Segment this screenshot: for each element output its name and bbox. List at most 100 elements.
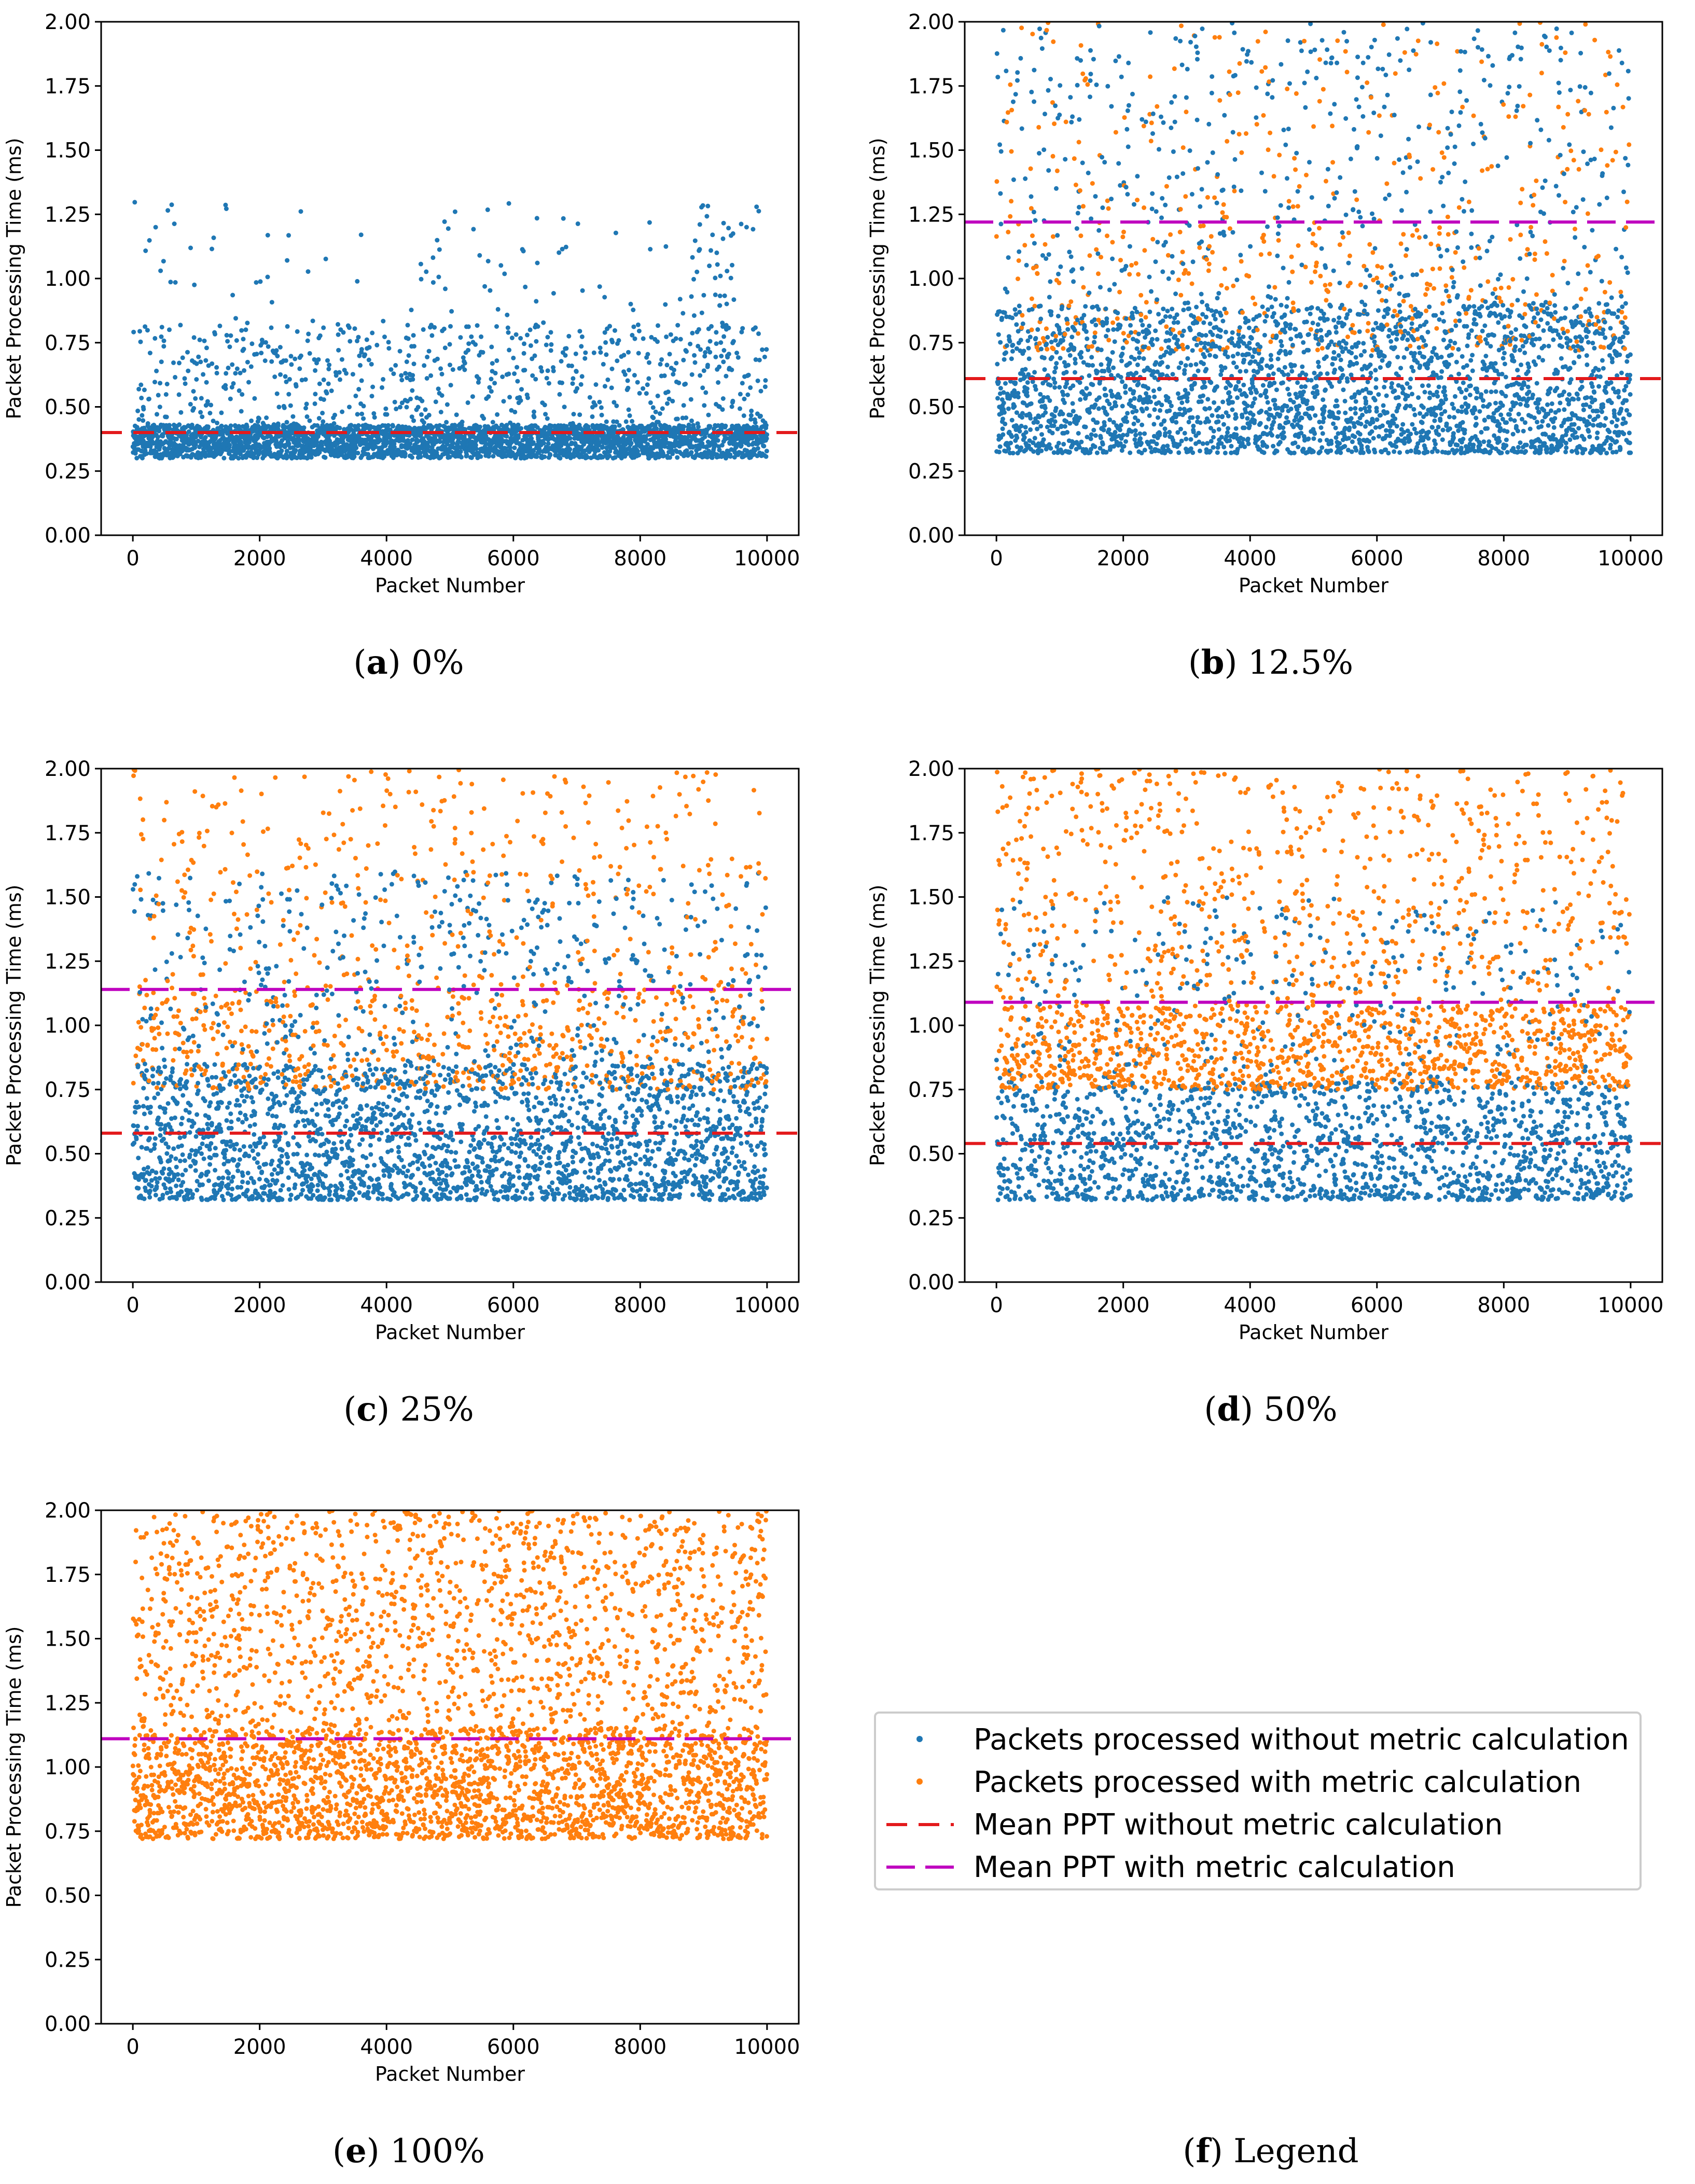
- data-point: [1120, 379, 1125, 384]
- data-point: [1067, 450, 1072, 455]
- data-point: [1006, 406, 1011, 411]
- data-point: [1104, 316, 1109, 321]
- data-point: [1153, 259, 1158, 265]
- data-point: [1163, 202, 1168, 207]
- data-point: [167, 327, 172, 332]
- data-point: [1079, 355, 1083, 360]
- data-point: [1089, 216, 1094, 221]
- data-point: [204, 380, 209, 385]
- data-point: [141, 407, 146, 412]
- data-point: [1095, 369, 1100, 374]
- data-point: [1075, 211, 1080, 216]
- data-point: [611, 419, 616, 424]
- data-point: [717, 364, 722, 369]
- data-point: [234, 366, 240, 371]
- data-point: [1051, 377, 1057, 382]
- data-point: [1010, 315, 1015, 321]
- data-point: [1179, 23, 1184, 29]
- data-point: [688, 341, 693, 346]
- data-point: [419, 432, 424, 437]
- data-point: [587, 395, 592, 400]
- data-point: [1149, 120, 1154, 126]
- data-point: [164, 414, 169, 420]
- data-point: [753, 357, 758, 362]
- data-point: [1176, 450, 1182, 455]
- y-tick-label: 1.25: [45, 203, 91, 227]
- data-point: [625, 378, 630, 383]
- data-point: [1091, 57, 1096, 62]
- data-point: [1106, 206, 1111, 211]
- data-point: [1111, 327, 1116, 332]
- data-point: [448, 363, 452, 368]
- data-point: [645, 352, 650, 357]
- data-point: [1159, 360, 1164, 365]
- data-point: [1136, 331, 1141, 337]
- data-point: [628, 301, 633, 307]
- data-point: [1109, 104, 1114, 109]
- data-point: [493, 370, 498, 375]
- data-point: [206, 363, 211, 368]
- data-point: [521, 248, 526, 254]
- data-point: [1180, 145, 1186, 150]
- data-point: [1033, 218, 1038, 223]
- data-point: [1039, 448, 1044, 453]
- data-point: [717, 303, 723, 308]
- data-point: [720, 236, 726, 241]
- data-point: [1121, 229, 1126, 234]
- data-point: [1185, 344, 1190, 350]
- data-point: [720, 407, 725, 412]
- data-point: [1004, 350, 1008, 355]
- data-point: [223, 386, 228, 391]
- data-point: [627, 413, 632, 418]
- data-point: [684, 415, 689, 420]
- data-point: [348, 339, 353, 344]
- data-point: [1169, 404, 1174, 409]
- data-point: [1022, 243, 1027, 248]
- data-point: [1121, 331, 1126, 336]
- data-point: [723, 423, 728, 428]
- data-point: [1007, 339, 1012, 344]
- data-point: [1043, 242, 1048, 247]
- data-point: [730, 262, 734, 268]
- data-point: [1030, 32, 1035, 37]
- data-point: [486, 394, 491, 399]
- data-point: [314, 440, 319, 445]
- data-point: [691, 276, 696, 282]
- data-point: [1064, 381, 1069, 386]
- data-point: [1039, 46, 1045, 51]
- data-point: [1104, 412, 1109, 417]
- x-tick-label: 2000: [233, 547, 286, 571]
- data-point: [1071, 383, 1076, 388]
- data-point: [654, 426, 659, 431]
- data-point: [604, 352, 609, 357]
- data-point: [551, 368, 556, 373]
- data-point: [506, 371, 511, 377]
- data-point: [274, 348, 279, 353]
- data-point: [1180, 342, 1185, 347]
- data-point: [237, 388, 242, 393]
- data-point: [660, 406, 665, 411]
- data-point: [513, 332, 519, 337]
- data-point: [210, 246, 214, 252]
- data-point: [426, 349, 432, 354]
- data-point: [995, 361, 1000, 367]
- data-point: [1123, 185, 1129, 190]
- data-point: [1099, 362, 1104, 367]
- data-point: [489, 377, 494, 382]
- data-point: [430, 280, 436, 285]
- data-point: [1150, 131, 1155, 136]
- data-point: [1013, 92, 1018, 97]
- data-point: [1036, 124, 1041, 130]
- data-point: [290, 414, 296, 419]
- data-point: [1040, 398, 1045, 404]
- data-point: [1129, 262, 1134, 268]
- x-tick-label: 6000: [487, 547, 540, 571]
- data-point: [548, 348, 553, 353]
- data-point: [700, 385, 705, 391]
- data-point: [297, 437, 302, 442]
- data-point: [724, 436, 729, 441]
- data-point: [515, 365, 520, 370]
- data-point: [602, 330, 607, 335]
- data-point: [1087, 290, 1092, 296]
- data-point: [341, 330, 346, 335]
